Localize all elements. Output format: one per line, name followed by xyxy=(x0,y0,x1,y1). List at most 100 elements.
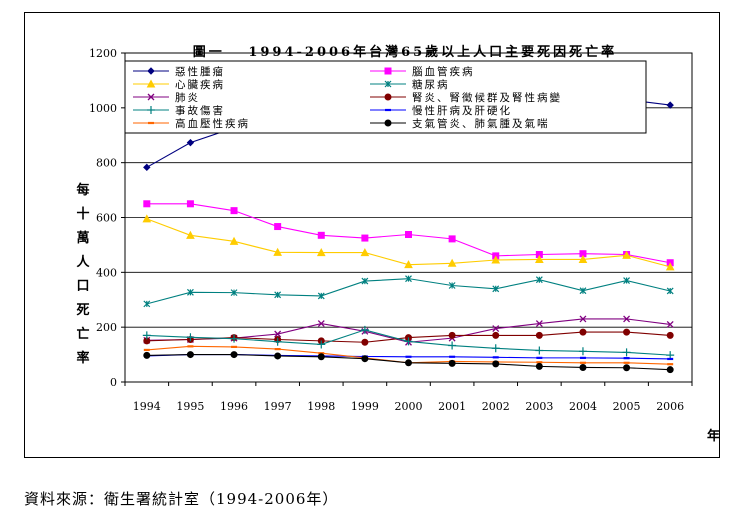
legend-item: 糖尿病 xyxy=(370,78,448,91)
y-tick-label: 0 xyxy=(110,376,117,389)
data-point xyxy=(143,300,151,308)
legend-item: 事故傷害 xyxy=(133,104,223,117)
data-point xyxy=(317,292,325,300)
data-point xyxy=(143,200,151,208)
data-point xyxy=(623,364,631,372)
data-point xyxy=(274,330,282,338)
data-point xyxy=(666,366,674,374)
series-4 xyxy=(143,275,674,308)
data-point xyxy=(230,351,238,359)
data-point xyxy=(579,363,587,371)
data-point xyxy=(448,359,456,367)
data-point xyxy=(447,258,457,267)
data-point xyxy=(579,315,587,323)
legend-marker xyxy=(147,67,155,75)
data-point xyxy=(361,338,369,346)
data-point xyxy=(578,347,587,356)
data-point xyxy=(230,207,238,215)
line-chart: 0 200 400 600 800 1000 1200 1994 1995 1996 1997 199… xyxy=(89,47,693,413)
data-point xyxy=(186,333,195,342)
data-point xyxy=(535,320,543,328)
x-tick-label: 2001 xyxy=(438,400,466,413)
data-point xyxy=(186,351,194,359)
legend-marker xyxy=(384,119,392,127)
data-point xyxy=(142,214,152,223)
legend-item: 腦血管疾病 xyxy=(370,65,475,78)
series-7 xyxy=(142,325,675,360)
data-point xyxy=(317,353,325,361)
chart-title: 圖一 1994-2006年台灣65歲以上人口主要死因死亡率 xyxy=(192,45,618,60)
data-point xyxy=(317,340,326,349)
legend-item: 惡性腫瘤 xyxy=(133,65,223,78)
data-point xyxy=(535,346,544,355)
x-tick-label: 2002 xyxy=(482,400,510,413)
data-point xyxy=(143,351,151,359)
data-point xyxy=(666,351,675,360)
data-point xyxy=(623,315,631,323)
data-point xyxy=(666,331,674,339)
x-tick-label: 2000 xyxy=(395,400,423,413)
x-tick-label: 2004 xyxy=(569,400,597,413)
legend-marker xyxy=(384,67,392,75)
data-point xyxy=(492,285,500,293)
legend-item: 腎炎、腎徵候群及腎性病變 xyxy=(370,91,562,104)
data-point xyxy=(274,223,282,231)
data-point xyxy=(230,334,239,343)
data-point xyxy=(186,230,195,239)
y-axis-label: 每十萬人口死亡率 xyxy=(76,183,90,366)
data-point xyxy=(492,325,500,332)
data-point xyxy=(230,289,238,297)
data-point xyxy=(666,320,674,328)
data-point xyxy=(317,320,325,328)
data-point xyxy=(448,235,456,243)
legend-item: 心臟疾病 xyxy=(133,78,223,91)
data-point xyxy=(623,277,631,284)
data-point xyxy=(405,359,412,367)
data-point xyxy=(665,262,675,271)
data-point xyxy=(274,291,282,299)
data-point xyxy=(361,355,369,363)
y-tick-label: 400 xyxy=(96,266,117,279)
data-point xyxy=(360,248,370,257)
series-10 xyxy=(143,351,674,374)
data-point xyxy=(316,248,326,257)
legend-label: 腎炎、腎徵候群及腎性病變 xyxy=(412,91,562,104)
legend-label: 慢性肝病及肝硬化 xyxy=(412,104,512,117)
legend-label: 高血壓性疾病 xyxy=(175,117,250,130)
x-tick-label: 2003 xyxy=(525,400,553,413)
data-point xyxy=(186,138,195,147)
data-point xyxy=(492,331,500,339)
data-point xyxy=(491,255,501,264)
legend-marker xyxy=(384,93,392,101)
data-point xyxy=(404,260,413,269)
data-point xyxy=(579,328,587,336)
x-tick-label: 1997 xyxy=(264,400,292,413)
data-point xyxy=(491,344,500,353)
data-point xyxy=(186,288,194,296)
data-point xyxy=(535,254,544,263)
data-point xyxy=(405,230,412,238)
data-point xyxy=(579,287,587,295)
data-point xyxy=(535,276,543,284)
legend-item: 慢性肝病及肝硬化 xyxy=(370,104,512,117)
x-axis-label: 年 xyxy=(707,429,721,444)
legend-marker xyxy=(147,93,155,101)
y-tick-label: 200 xyxy=(96,321,117,334)
legend-label: 肺炎 xyxy=(175,92,200,104)
series-3 xyxy=(142,214,675,271)
legend-item: 高血壓性疾病 xyxy=(133,117,250,130)
data-point xyxy=(492,360,500,368)
data-point xyxy=(229,236,239,245)
y-tick-label: 800 xyxy=(96,157,117,170)
data-point xyxy=(142,331,151,340)
data-point xyxy=(404,337,413,346)
data-point xyxy=(273,337,282,346)
data-point xyxy=(578,254,588,263)
legend-label: 支氣管炎、肺氣腫及氣喘 xyxy=(412,117,550,130)
x-tick-label: 2006 xyxy=(656,400,684,413)
legend-marker xyxy=(146,79,156,88)
x-tick-label: 1999 xyxy=(351,400,379,413)
y-tick-label: 1000 xyxy=(89,102,117,115)
legend-label: 腦血管疾病 xyxy=(412,65,475,78)
data-point xyxy=(448,282,456,289)
